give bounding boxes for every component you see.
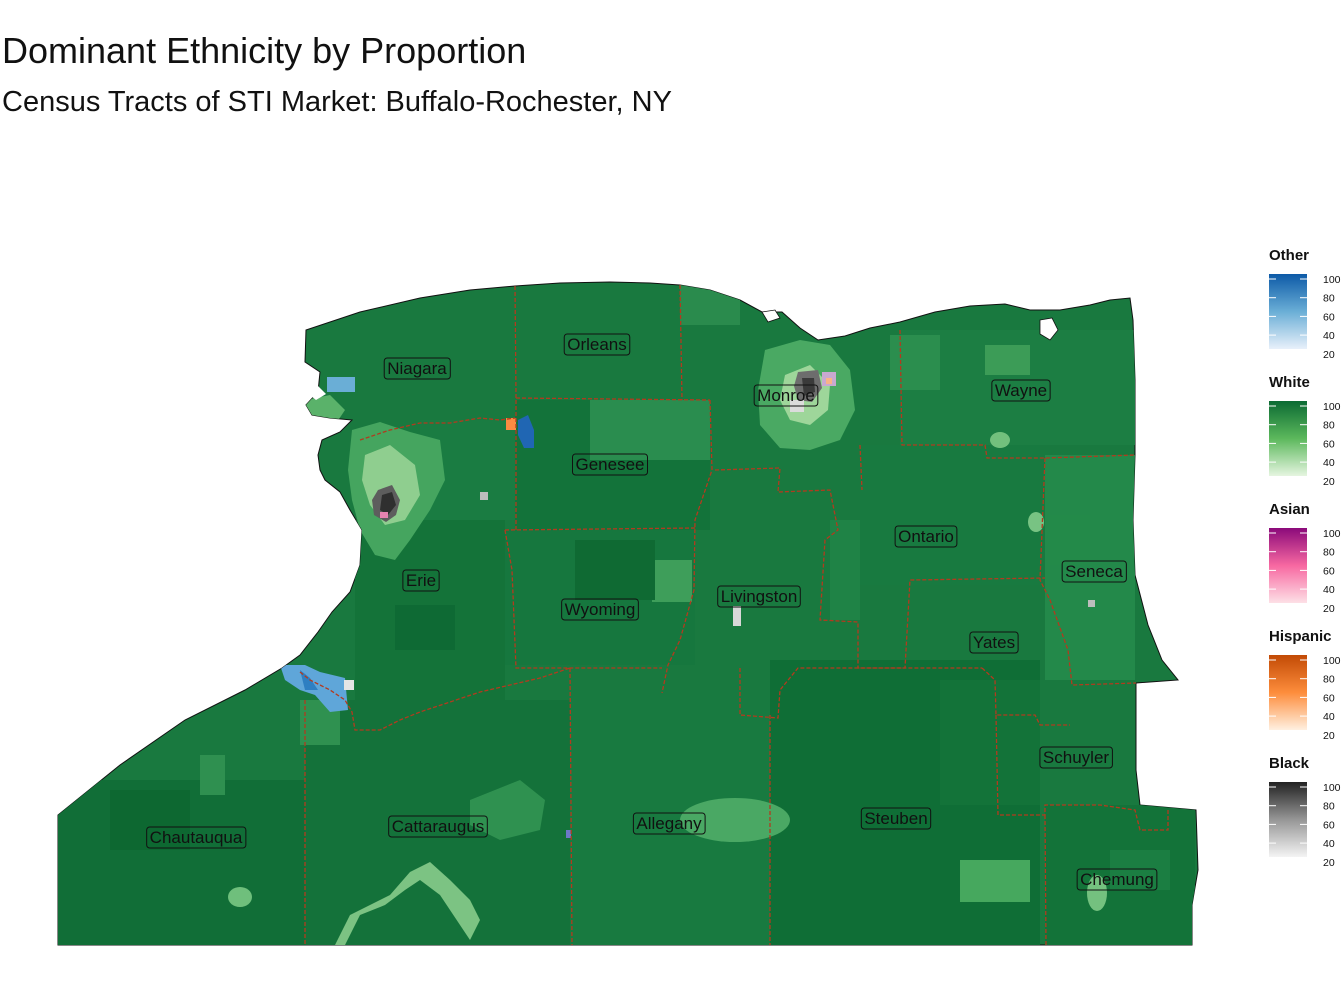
county-label-chautauqua: Chautauqua — [146, 826, 247, 849]
legend-tick-hispanic: 40 — [1323, 711, 1335, 723]
county-label-steuben: Steuben — [860, 807, 932, 830]
svg-text:Wayne: Wayne — [995, 381, 1047, 400]
county-label-allegany: Allegany — [632, 812, 706, 835]
svg-text:Wyoming: Wyoming — [565, 600, 636, 619]
legend-title-hispanic: Hispanic — [1269, 628, 1332, 645]
legend: Other 100 80 60 40 20 White 100 80 60 40 20 Asian 100… — [1269, 247, 1341, 869]
legend-title-white: White — [1269, 374, 1310, 391]
svg-text:Livingston: Livingston — [721, 587, 798, 606]
county-label-orleans: Orleans — [563, 333, 631, 356]
county-label-chemung: Chemung — [1076, 868, 1158, 891]
svg-text:Cattaraugus: Cattaraugus — [392, 817, 485, 836]
county-label-erie: Erie — [402, 569, 440, 592]
legend-title-black: Black — [1269, 755, 1310, 772]
svg-text:Steuben: Steuben — [864, 809, 927, 828]
legend-tick-other: 40 — [1323, 330, 1335, 342]
svg-text:Orleans: Orleans — [567, 335, 627, 354]
legend-colorbar-other — [1269, 274, 1307, 349]
legend-tick-other: 20 — [1323, 349, 1335, 361]
legend-tick-black: 40 — [1323, 838, 1335, 850]
legend-tick-hispanic: 80 — [1323, 674, 1335, 686]
legend-black: Black 100 80 60 40 20 — [1269, 755, 1341, 869]
county-label-wyoming: Wyoming — [561, 598, 639, 621]
legend-tick-black: 20 — [1323, 857, 1335, 869]
other-tract-tonawanda — [518, 415, 534, 448]
legend-tick-asian: 80 — [1323, 547, 1335, 559]
svg-text:Seneca: Seneca — [1065, 562, 1123, 581]
legend-colorbar-hispanic — [1269, 655, 1307, 730]
legend-other: Other 100 80 60 40 20 — [1269, 247, 1341, 361]
legend-hispanic: Hispanic 100 80 60 40 20 — [1269, 628, 1341, 742]
legend-tick-white: 100 — [1323, 401, 1341, 413]
svg-text:Allegany: Allegany — [636, 814, 702, 833]
svg-text:Chautauqua: Chautauqua — [150, 828, 243, 847]
county-label-ontario: Ontario — [894, 525, 958, 548]
legend-colorbar-black — [1269, 782, 1307, 857]
svg-text:Genesee: Genesee — [576, 455, 645, 474]
legend-tick-asian: 40 — [1323, 584, 1335, 596]
county-label-seneca: Seneca — [1061, 560, 1127, 583]
map-subtitle: Census Tracts of STI Market: Buffalo-Roc… — [2, 86, 672, 118]
county-label-cattaraugus: Cattaraugus — [388, 815, 488, 838]
legend-title-asian: Asian — [1269, 501, 1310, 518]
county-borders — [299, 284, 1169, 946]
svg-text:Erie: Erie — [406, 571, 436, 590]
legend-tick-other: 60 — [1323, 311, 1335, 323]
county-label-wayne: Wayne — [991, 379, 1051, 402]
legend-tick-asian: 20 — [1323, 603, 1335, 615]
svg-text:Ontario: Ontario — [898, 527, 954, 546]
legend-tick-black: 80 — [1323, 801, 1335, 813]
svg-text:Niagara: Niagara — [387, 359, 447, 378]
hispanic-tract-batavia — [506, 418, 516, 430]
county-labels: Niagara Orleans Monroe Wayne Genesee Ontario S… — [146, 333, 1158, 891]
svg-text:Chemung: Chemung — [1080, 870, 1154, 889]
legend-tick-black: 100 — [1323, 782, 1341, 794]
legend-tick-white: 80 — [1323, 420, 1335, 432]
legend-tick-white: 60 — [1323, 438, 1335, 450]
legend-tick-white: 40 — [1323, 457, 1335, 469]
county-label-livingston: Livingston — [717, 585, 801, 608]
legend-tick-other: 100 — [1323, 274, 1341, 286]
svg-text:Monroe: Monroe — [757, 386, 815, 405]
legend-title-other: Other — [1269, 247, 1309, 264]
legend-tick-other: 80 — [1323, 293, 1335, 305]
county-label-genesee: Genesee — [572, 453, 648, 476]
county-label-schuyler: Schuyler — [1039, 746, 1113, 769]
map-title: Dominant Ethnicity by Proportion — [2, 30, 527, 71]
tract-layer — [57, 281, 1199, 946]
svg-text:Yates: Yates — [973, 633, 1015, 652]
county-label-yates: Yates — [969, 631, 1019, 654]
legend-tick-asian: 60 — [1323, 565, 1335, 577]
svg-text:Schuyler: Schuyler — [1043, 748, 1109, 767]
legend-colorbar-asian — [1269, 528, 1307, 603]
legend-colorbar-white — [1269, 401, 1307, 476]
legend-tick-hispanic: 20 — [1323, 730, 1335, 742]
legend-white: White 100 80 60 40 20 — [1269, 374, 1341, 488]
black-tract-livingston — [733, 606, 741, 626]
county-label-niagara: Niagara — [383, 357, 451, 380]
legend-tick-hispanic: 100 — [1323, 655, 1341, 667]
legend-tick-asian: 100 — [1323, 528, 1341, 540]
hispanic-tract-rochester — [826, 378, 832, 384]
legend-tick-hispanic: 60 — [1323, 692, 1335, 704]
county-label-monroe: Monroe — [753, 384, 819, 407]
legend-asian: Asian 100 80 60 40 20 — [1269, 501, 1341, 615]
other-tract-tuscarora — [327, 377, 355, 392]
legend-tick-white: 20 — [1323, 476, 1335, 488]
asian-tract-buffalo — [380, 512, 388, 518]
legend-tick-black: 60 — [1323, 819, 1335, 831]
